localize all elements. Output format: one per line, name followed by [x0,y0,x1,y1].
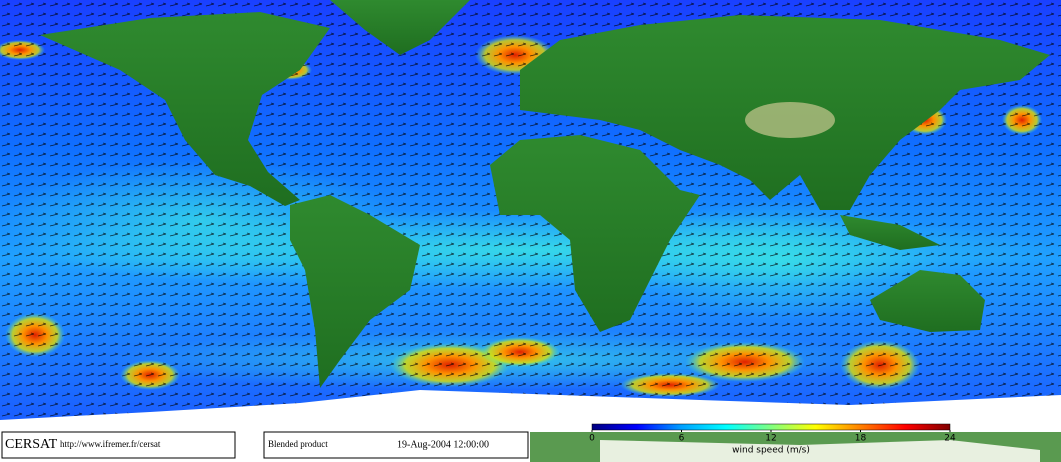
colorbar-tick-label: 18 [855,434,867,444]
product-box [263,431,529,459]
credit-box [1,431,236,459]
date: 19-Aug-2004 12:00:00 [397,439,489,450]
colorbar-tick-label: 12 [765,434,776,444]
antarctic-ice [600,440,1040,462]
plateau [745,102,835,138]
url: http://www.ifremer.fr/cersat [60,439,161,449]
colorbar: 0 6 12 18 24 wind speed (m/s) [589,423,956,456]
colorbar-scale [591,423,951,431]
logo: CERSAT [5,437,58,452]
colorbar-label: wind speed (m/s) [732,446,810,456]
product: Blended product [268,439,328,449]
antarctica [0,390,1061,430]
colorbar-tick-label: 24 [944,434,956,444]
colorbar-tick-label: 6 [679,434,685,444]
colorbar-tick-label: 0 [589,434,595,444]
